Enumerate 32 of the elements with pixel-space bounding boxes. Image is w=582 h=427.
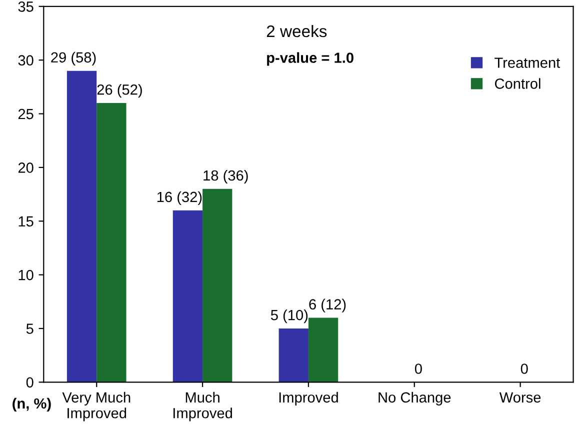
data-label: 6 (12): [309, 298, 346, 312]
y-tick-label: 0: [26, 377, 34, 388]
bar: [308, 318, 338, 382]
bar: [96, 103, 126, 382]
legend-label: Treatment: [494, 58, 560, 68]
data-label: 18 (36): [204, 170, 248, 184]
legend-label: Control: [494, 78, 540, 89]
x-tick-label: No Change: [378, 392, 451, 406]
y-tick-label: 5: [26, 324, 34, 334]
text: (n, %): [12, 398, 51, 412]
x-tick-label: Worse: [499, 392, 541, 403]
y-tick-label: 25: [18, 108, 34, 120]
data-label: 0: [520, 364, 528, 374]
bar: [202, 188, 232, 382]
data-label: 26 (52): [97, 84, 142, 98]
bar: [278, 328, 308, 382]
annotation: 2 weeks: [266, 24, 327, 38]
x-tick-label: Very Much Improved: [62, 392, 130, 422]
x-tick-label: Improved: [279, 392, 338, 406]
y-tick-label: 20: [18, 162, 34, 173]
data-label: 29 (58): [51, 52, 96, 66]
bar: [172, 210, 203, 382]
y-tick-label: 15: [18, 216, 34, 227]
bar: [66, 70, 97, 382]
data-label: 0: [414, 364, 422, 374]
data-label: 16 (32): [157, 191, 202, 206]
annotation: p-value = 1.0: [267, 52, 354, 66]
data-label: 5 (10): [270, 310, 308, 324]
y-tick-label: 10: [18, 270, 34, 280]
x-tick-label: Much Improved: [173, 392, 232, 422]
y-tick-label: 35: [18, 2, 34, 12]
y-tick-label: 30: [18, 55, 34, 66]
